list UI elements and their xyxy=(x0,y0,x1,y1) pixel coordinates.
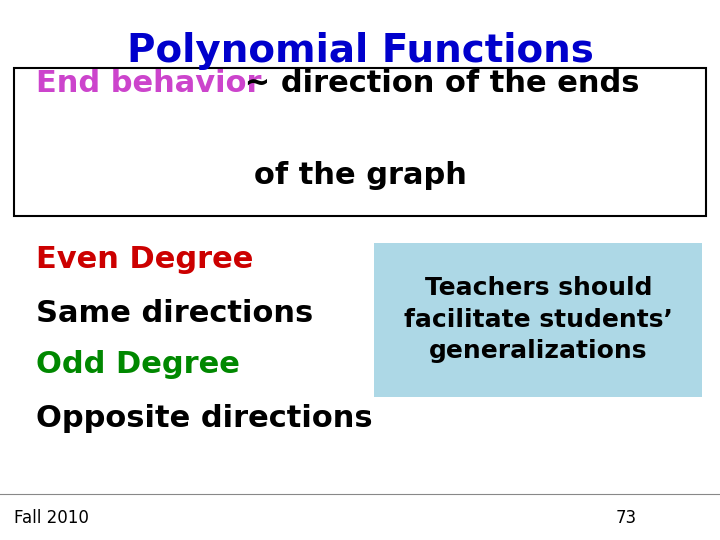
Text: ~ direction of the ends: ~ direction of the ends xyxy=(234,69,639,98)
Text: Same directions: Same directions xyxy=(36,299,313,328)
FancyBboxPatch shape xyxy=(374,243,702,397)
Text: End behavior: End behavior xyxy=(36,69,261,98)
Text: Polynomial Functions: Polynomial Functions xyxy=(127,32,593,70)
Text: 73: 73 xyxy=(616,509,636,528)
Text: Even Degree: Even Degree xyxy=(36,245,253,274)
FancyBboxPatch shape xyxy=(14,68,706,216)
Text: Teachers should
facilitate students’
generalizations: Teachers should facilitate students’ gen… xyxy=(404,276,673,363)
Text: of the graph: of the graph xyxy=(253,161,467,190)
Text: Opposite directions: Opposite directions xyxy=(36,404,373,433)
Text: Fall 2010: Fall 2010 xyxy=(14,509,89,528)
Text: Odd Degree: Odd Degree xyxy=(36,350,240,379)
